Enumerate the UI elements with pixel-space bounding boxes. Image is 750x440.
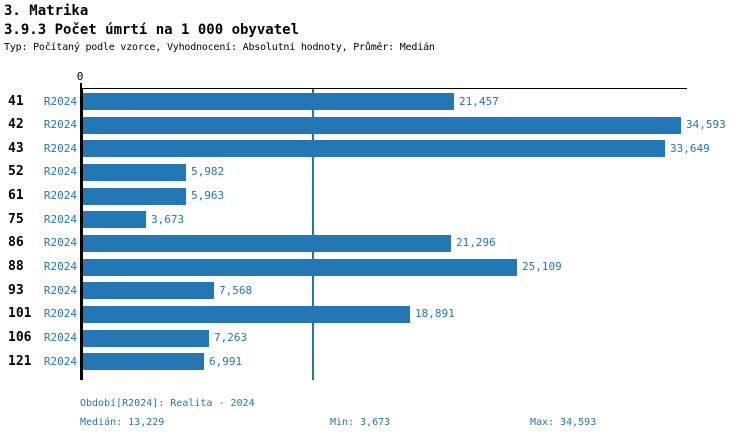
axis-baseline [80, 88, 83, 380]
row-series-label: R2024 [43, 331, 77, 344]
bar [83, 306, 410, 323]
row-category-label: 121 [8, 353, 32, 369]
row-series-label: R2024 [43, 118, 77, 132]
bar-value-label: 5,982 [191, 165, 225, 179]
row-category-label: 61 [8, 188, 24, 204]
row-category-label: 101 [8, 306, 32, 322]
row-category-label: 52 [8, 164, 24, 180]
bar [83, 117, 681, 134]
chart-settings-line: Typ: Počítaný podle vzorce, Vyhodnocení:… [4, 42, 435, 53]
row-category-label: 88 [8, 259, 24, 275]
bar-value-label: 3,673 [151, 212, 185, 226]
row-series-label: R2024 [43, 94, 77, 108]
axis-top-line [80, 88, 687, 89]
chart-title: 3.9.3 Počet úmrtí na 1 000 obyvatel [4, 22, 300, 38]
bar [83, 259, 517, 276]
bar [83, 282, 214, 299]
row-series-label: R2024 [43, 354, 77, 368]
bar [83, 211, 146, 228]
row-series-label: R2024 [43, 212, 77, 226]
row-series-label: R2024 [43, 307, 77, 321]
row-series-label: R2024 [43, 236, 77, 250]
bar [83, 93, 454, 110]
bar-value-label: 25,109 [522, 260, 562, 274]
bar [83, 353, 204, 370]
axis-zero-tick [80, 83, 82, 88]
min-stat-label: Min: 3,673 [330, 417, 391, 428]
bar-value-label: 34,593 [686, 118, 726, 132]
bar-value-label: 33,649 [670, 141, 710, 155]
max-stat-label: Max: 34,593 [530, 417, 597, 428]
bar-value-label: 18,891 [415, 307, 455, 321]
bar [83, 164, 186, 181]
axis-zero-label: 0 [76, 70, 84, 83]
row-series-label: R2024 [43, 283, 77, 297]
bar [83, 330, 209, 347]
row-category-label: 93 [8, 282, 24, 298]
row-series-label: R2024 [43, 189, 77, 203]
bar [83, 235, 451, 252]
bar-value-label: 21,457 [459, 94, 499, 108]
row-category-label: 43 [8, 140, 24, 156]
bar-value-label: 6,991 [209, 354, 243, 368]
median-line [312, 89, 314, 380]
row-category-label: 106 [8, 330, 32, 345]
row-category-label: 41 [8, 93, 24, 109]
row-category-label: 42 [8, 117, 24, 133]
bar-value-label: 5,963 [191, 189, 225, 203]
page-title: 3. Matrika [4, 3, 89, 19]
row-category-label: 75 [8, 211, 24, 227]
bar-value-label: 21,296 [456, 236, 496, 250]
row-series-label: R2024 [43, 260, 77, 274]
bar-value-label: 7,263 [214, 331, 248, 344]
bar-value-label: 7,568 [219, 283, 253, 297]
row-category-label: 86 [8, 235, 24, 251]
bar [83, 140, 665, 157]
bar [83, 188, 186, 205]
median-stat-label: Medián: 13,229 [80, 417, 165, 428]
row-series-label: R2024 [43, 141, 77, 155]
period-label: Období[R2024]: Realita - 2024 [80, 398, 255, 409]
row-series-label: R2024 [43, 165, 77, 179]
